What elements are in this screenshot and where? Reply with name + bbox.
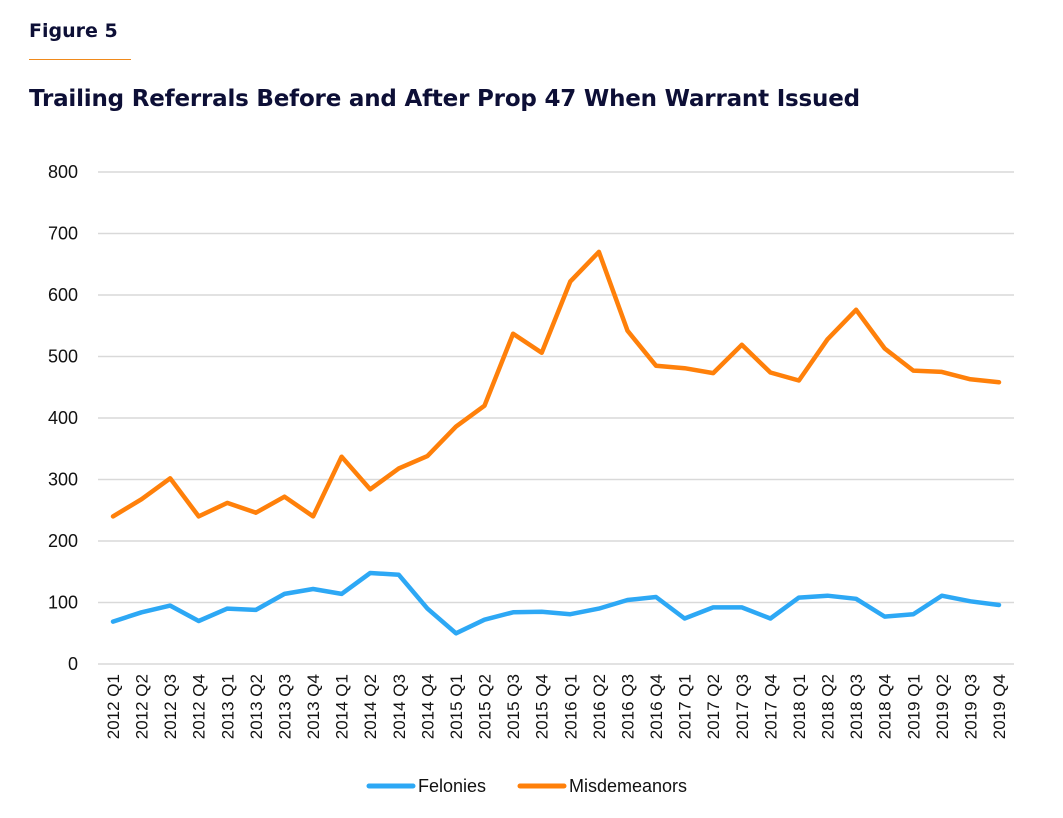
x-tick-label: 2012 Q3 bbox=[161, 674, 180, 739]
x-tick-label: 2015 Q2 bbox=[476, 674, 495, 739]
x-tick-label: 2016 Q4 bbox=[647, 674, 666, 739]
y-tick-label: 100 bbox=[48, 593, 78, 613]
x-tick-label: 2016 Q1 bbox=[561, 674, 580, 739]
x-tick-label: 2018 Q1 bbox=[790, 674, 809, 739]
x-tick-label: 2013 Q1 bbox=[218, 674, 237, 739]
x-tick-label: 2012 Q4 bbox=[190, 674, 209, 739]
x-tick-label: 2019 Q1 bbox=[904, 674, 923, 739]
figure-label-underline bbox=[29, 59, 131, 60]
y-tick-label: 600 bbox=[48, 285, 78, 305]
y-tick-label: 400 bbox=[48, 408, 78, 428]
x-tick-label: 2014 Q2 bbox=[361, 674, 380, 739]
y-tick-label: 0 bbox=[68, 654, 78, 674]
x-tick-label: 2016 Q2 bbox=[590, 674, 609, 739]
x-tick-label: 2018 Q2 bbox=[819, 674, 838, 739]
figure-label: Figure 5 bbox=[29, 20, 118, 42]
legend-label-felonies: Felonies bbox=[418, 776, 486, 796]
x-tick-label: 2019 Q2 bbox=[933, 674, 952, 739]
series-line-felonies bbox=[110, 570, 1002, 636]
x-tick-label: 2014 Q3 bbox=[390, 674, 409, 739]
x-tick-label: 2014 Q4 bbox=[418, 674, 437, 739]
x-tick-label: 2018 Q4 bbox=[876, 674, 895, 739]
x-tick-label: 2019 Q3 bbox=[961, 674, 980, 739]
y-tick-label: 700 bbox=[48, 224, 78, 244]
x-tick-label: 2019 Q4 bbox=[990, 674, 1009, 739]
x-tick-label: 2012 Q1 bbox=[104, 674, 123, 739]
legend-label-misdemeanors: Misdemeanors bbox=[569, 776, 687, 796]
y-tick-label: 300 bbox=[48, 470, 78, 490]
y-tick-label: 800 bbox=[48, 162, 78, 182]
legend: Felonies Misdemeanors bbox=[366, 776, 687, 796]
series-lines bbox=[110, 249, 1002, 636]
x-tick-label: 2017 Q1 bbox=[676, 674, 695, 739]
x-tick-label: 2017 Q2 bbox=[704, 674, 723, 739]
x-tick-label: 2015 Q3 bbox=[504, 674, 523, 739]
y-axis-ticks: 0 100 200 300 400 500 600 700 800 bbox=[48, 162, 78, 674]
x-tick-label: 2013 Q3 bbox=[275, 674, 294, 739]
gridlines bbox=[98, 171, 1014, 665]
chart-title: Trailing Referrals Before and After Prop… bbox=[29, 86, 860, 112]
x-tick-label: 2013 Q2 bbox=[247, 674, 266, 739]
x-tick-label: 2015 Q1 bbox=[447, 674, 466, 739]
series-line-misdemeanors bbox=[110, 249, 1002, 519]
x-tick-label: 2012 Q2 bbox=[133, 674, 152, 739]
x-tick-label: 2015 Q4 bbox=[533, 674, 552, 739]
x-tick-label: 2013 Q4 bbox=[304, 674, 323, 739]
y-tick-label: 200 bbox=[48, 531, 78, 551]
x-tick-label: 2017 Q4 bbox=[761, 674, 780, 739]
x-tick-label: 2016 Q3 bbox=[618, 674, 637, 739]
y-tick-label: 500 bbox=[48, 347, 78, 367]
x-tick-label: 2017 Q3 bbox=[733, 674, 752, 739]
x-axis-ticks: 2012 Q1 2012 Q2 2012 Q3 2012 Q4 2013 Q1 2013 … bbox=[104, 674, 1009, 739]
x-tick-label: 2014 Q1 bbox=[333, 674, 352, 739]
x-tick-label: 2018 Q3 bbox=[847, 674, 866, 739]
